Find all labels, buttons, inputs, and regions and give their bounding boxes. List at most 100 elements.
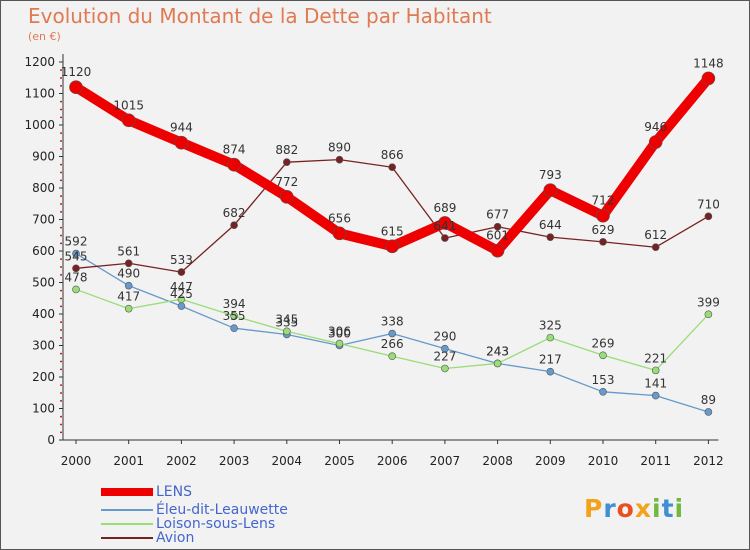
data-point	[177, 295, 186, 303]
data-point	[124, 304, 133, 313]
data-label: 601	[486, 229, 509, 243]
data-label: 677	[486, 208, 509, 222]
data-point	[599, 388, 607, 396]
y-minor-tick	[60, 392, 62, 394]
data-point	[596, 208, 610, 223]
y-tick-label: 400	[32, 307, 55, 321]
data-point	[282, 327, 291, 336]
x-tick-label: 2004	[272, 454, 303, 468]
data-label: 399	[697, 295, 720, 309]
data-label: 772	[275, 175, 298, 189]
y-minor-tick	[60, 69, 62, 71]
data-point	[72, 249, 80, 258]
data-label: 592	[65, 235, 88, 249]
data-label: 874	[223, 143, 246, 157]
data-label: 710	[697, 197, 720, 211]
data-label: 266	[381, 337, 404, 351]
data-point	[124, 281, 133, 290]
data-point	[704, 408, 713, 416]
data-point	[177, 268, 186, 276]
data-label: 644	[539, 218, 562, 232]
data-label: 882	[275, 143, 298, 157]
legend-label-3: Avion	[156, 530, 195, 546]
data-label: 345	[275, 312, 298, 326]
data-point	[174, 135, 189, 150]
y-minor-tick	[60, 195, 62, 197]
logo-letter: i	[674, 494, 685, 523]
data-label: 545	[65, 249, 88, 263]
x-tick-label: 2000	[61, 454, 92, 468]
chart-unit: (en €)	[28, 30, 61, 43]
data-label: 335	[275, 315, 298, 329]
y-tick-label: 1200	[24, 55, 55, 69]
logo-letter: o	[616, 494, 635, 523]
y-tick-label: 200	[32, 370, 55, 384]
data-label: 243	[486, 344, 509, 358]
data-label: 425	[170, 287, 193, 301]
data-point	[282, 158, 291, 166]
data-label: 944	[170, 121, 193, 135]
y-minor-tick	[60, 258, 62, 260]
y-minor-tick	[60, 108, 62, 111]
y-minor-tick	[60, 431, 62, 434]
y-minor-tick	[60, 116, 62, 119]
y-tick-label: 1000	[24, 118, 55, 132]
y-minor-tick	[60, 234, 62, 237]
data-point	[335, 155, 344, 164]
y-tick-label: 500	[32, 276, 55, 290]
data-point	[177, 302, 186, 310]
data-point	[124, 259, 133, 268]
data-point	[701, 71, 716, 86]
data-point	[230, 221, 238, 229]
y-minor-tick	[60, 368, 62, 371]
y-tick-label: 0	[47, 433, 55, 447]
y-minor-tick	[60, 266, 62, 268]
data-label: 306	[328, 325, 351, 339]
data-point	[441, 344, 449, 353]
y-minor-tick	[60, 384, 62, 386]
data-point	[441, 234, 449, 242]
data-label: 615	[381, 224, 404, 238]
data-point	[493, 222, 502, 231]
data-point	[546, 333, 555, 342]
x-tick-label: 2009	[535, 454, 566, 468]
legend-item-0: LENS	[101, 484, 192, 500]
y-minor-tick	[60, 163, 62, 166]
data-label: 447	[170, 280, 193, 294]
data-point	[388, 329, 397, 338]
data-label: 641	[433, 219, 456, 233]
data-label: 394	[223, 297, 246, 311]
y-minor-tick	[60, 226, 62, 229]
data-label: 227	[433, 349, 456, 363]
data-label: 217	[539, 353, 562, 367]
logo-letter: x	[634, 494, 652, 523]
data-point	[230, 324, 238, 332]
data-point	[69, 80, 83, 94]
data-point	[230, 312, 238, 320]
y-minor-tick	[60, 85, 62, 87]
data-point	[543, 183, 558, 198]
data-label: 325	[539, 319, 562, 333]
data-point	[385, 239, 400, 254]
y-minor-tick	[60, 337, 62, 339]
data-label: 682	[223, 206, 246, 220]
legend-swatch-2	[101, 523, 153, 525]
x-tick-label: 2005	[324, 454, 355, 468]
data-label: 300	[328, 327, 351, 341]
legend-item-2: Loison-sous-Lens	[101, 516, 275, 532]
y-minor-tick	[60, 148, 62, 150]
data-label: 890	[328, 141, 351, 155]
y-minor-tick	[60, 203, 62, 205]
x-tick-label: 2007	[430, 454, 461, 468]
legend-swatch-0	[101, 488, 153, 496]
data-label: 866	[381, 148, 404, 162]
data-label: 269	[592, 336, 615, 350]
data-label: 946	[644, 120, 667, 134]
data-point	[388, 352, 397, 361]
x-tick-label: 2008	[482, 454, 513, 468]
data-label: 89	[701, 393, 716, 407]
y-tick-label: 600	[32, 244, 55, 258]
legend-swatch-3	[101, 537, 153, 539]
data-point	[648, 135, 663, 149]
